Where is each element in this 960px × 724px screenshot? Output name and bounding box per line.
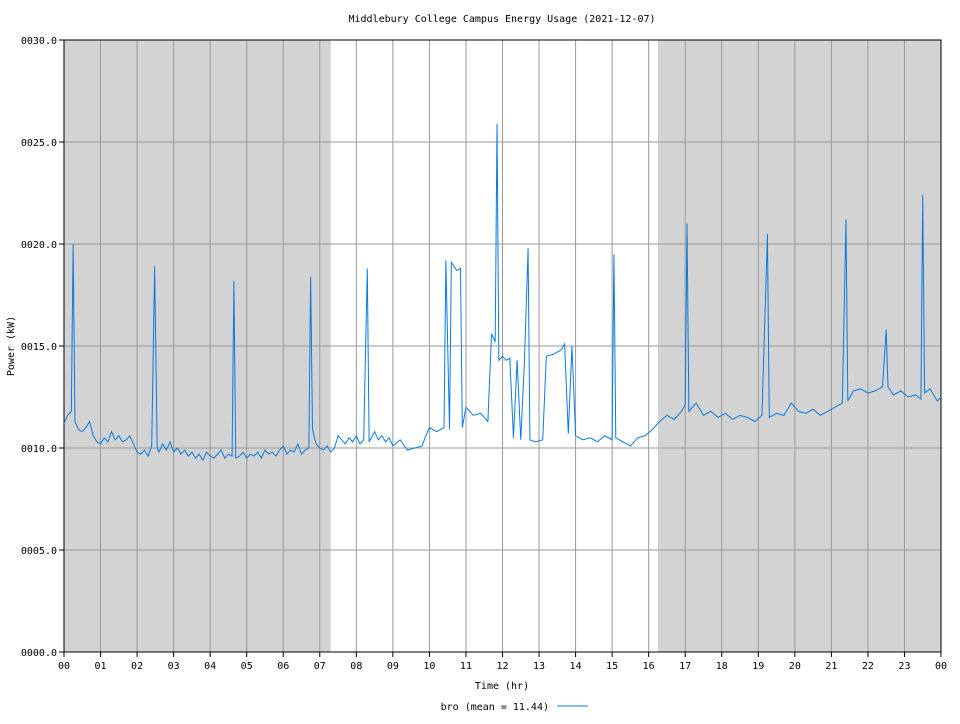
y-tick-label: 0015.0: [21, 342, 57, 353]
x-tick-label: 06: [277, 661, 289, 672]
y-tick-label: 0020.0: [21, 240, 57, 251]
chart-title: Middlebury College Campus Energy Usage (…: [348, 14, 655, 25]
legend-label: bro (mean = 11.44): [441, 702, 549, 713]
data-line: [63, 123, 942, 462]
plot-frame: [63, 39, 942, 653]
x-tick-label: 03: [168, 661, 180, 672]
x-tick-label: 01: [95, 661, 107, 672]
x-tick-label: 09: [387, 661, 399, 672]
x-tick-label: 14: [570, 661, 582, 672]
x-tick-label: 22: [862, 661, 874, 672]
x-tick-label: 05: [241, 661, 253, 672]
x-tick-label: 04: [204, 661, 216, 672]
x-tick-label: 00: [58, 661, 70, 672]
y-tick-label: 0030.0: [21, 36, 57, 47]
y-tick-label: 0010.0: [21, 444, 57, 455]
x-tick-label: 18: [716, 661, 728, 672]
x-tick-label: 00: [935, 661, 947, 672]
x-tick-label: 07: [314, 661, 326, 672]
x-tick-label: 10: [423, 661, 435, 672]
x-tick-label: 02: [131, 661, 143, 672]
x-tick-label: 20: [789, 661, 801, 672]
x-tick-label: 19: [752, 661, 764, 672]
x-tick-label: 11: [460, 661, 472, 672]
y-tick-label: 0025.0: [21, 138, 57, 149]
y-tick-label: 0000.0: [21, 648, 57, 659]
x-tick-label: 17: [679, 661, 691, 672]
x-tick-label: 15: [606, 661, 618, 672]
y-tick-label: 0005.0: [21, 546, 57, 557]
x-tick-label: 13: [533, 661, 545, 672]
x-tick-label: 12: [496, 661, 508, 672]
x-tick-label: 16: [643, 661, 655, 672]
x-tick-label: 21: [825, 661, 837, 672]
y-axis-label: Power (kW): [6, 316, 17, 376]
x-tick-label: 23: [898, 661, 910, 672]
x-axis-label: Time (hr): [475, 681, 529, 692]
x-tick-label: 08: [350, 661, 362, 672]
